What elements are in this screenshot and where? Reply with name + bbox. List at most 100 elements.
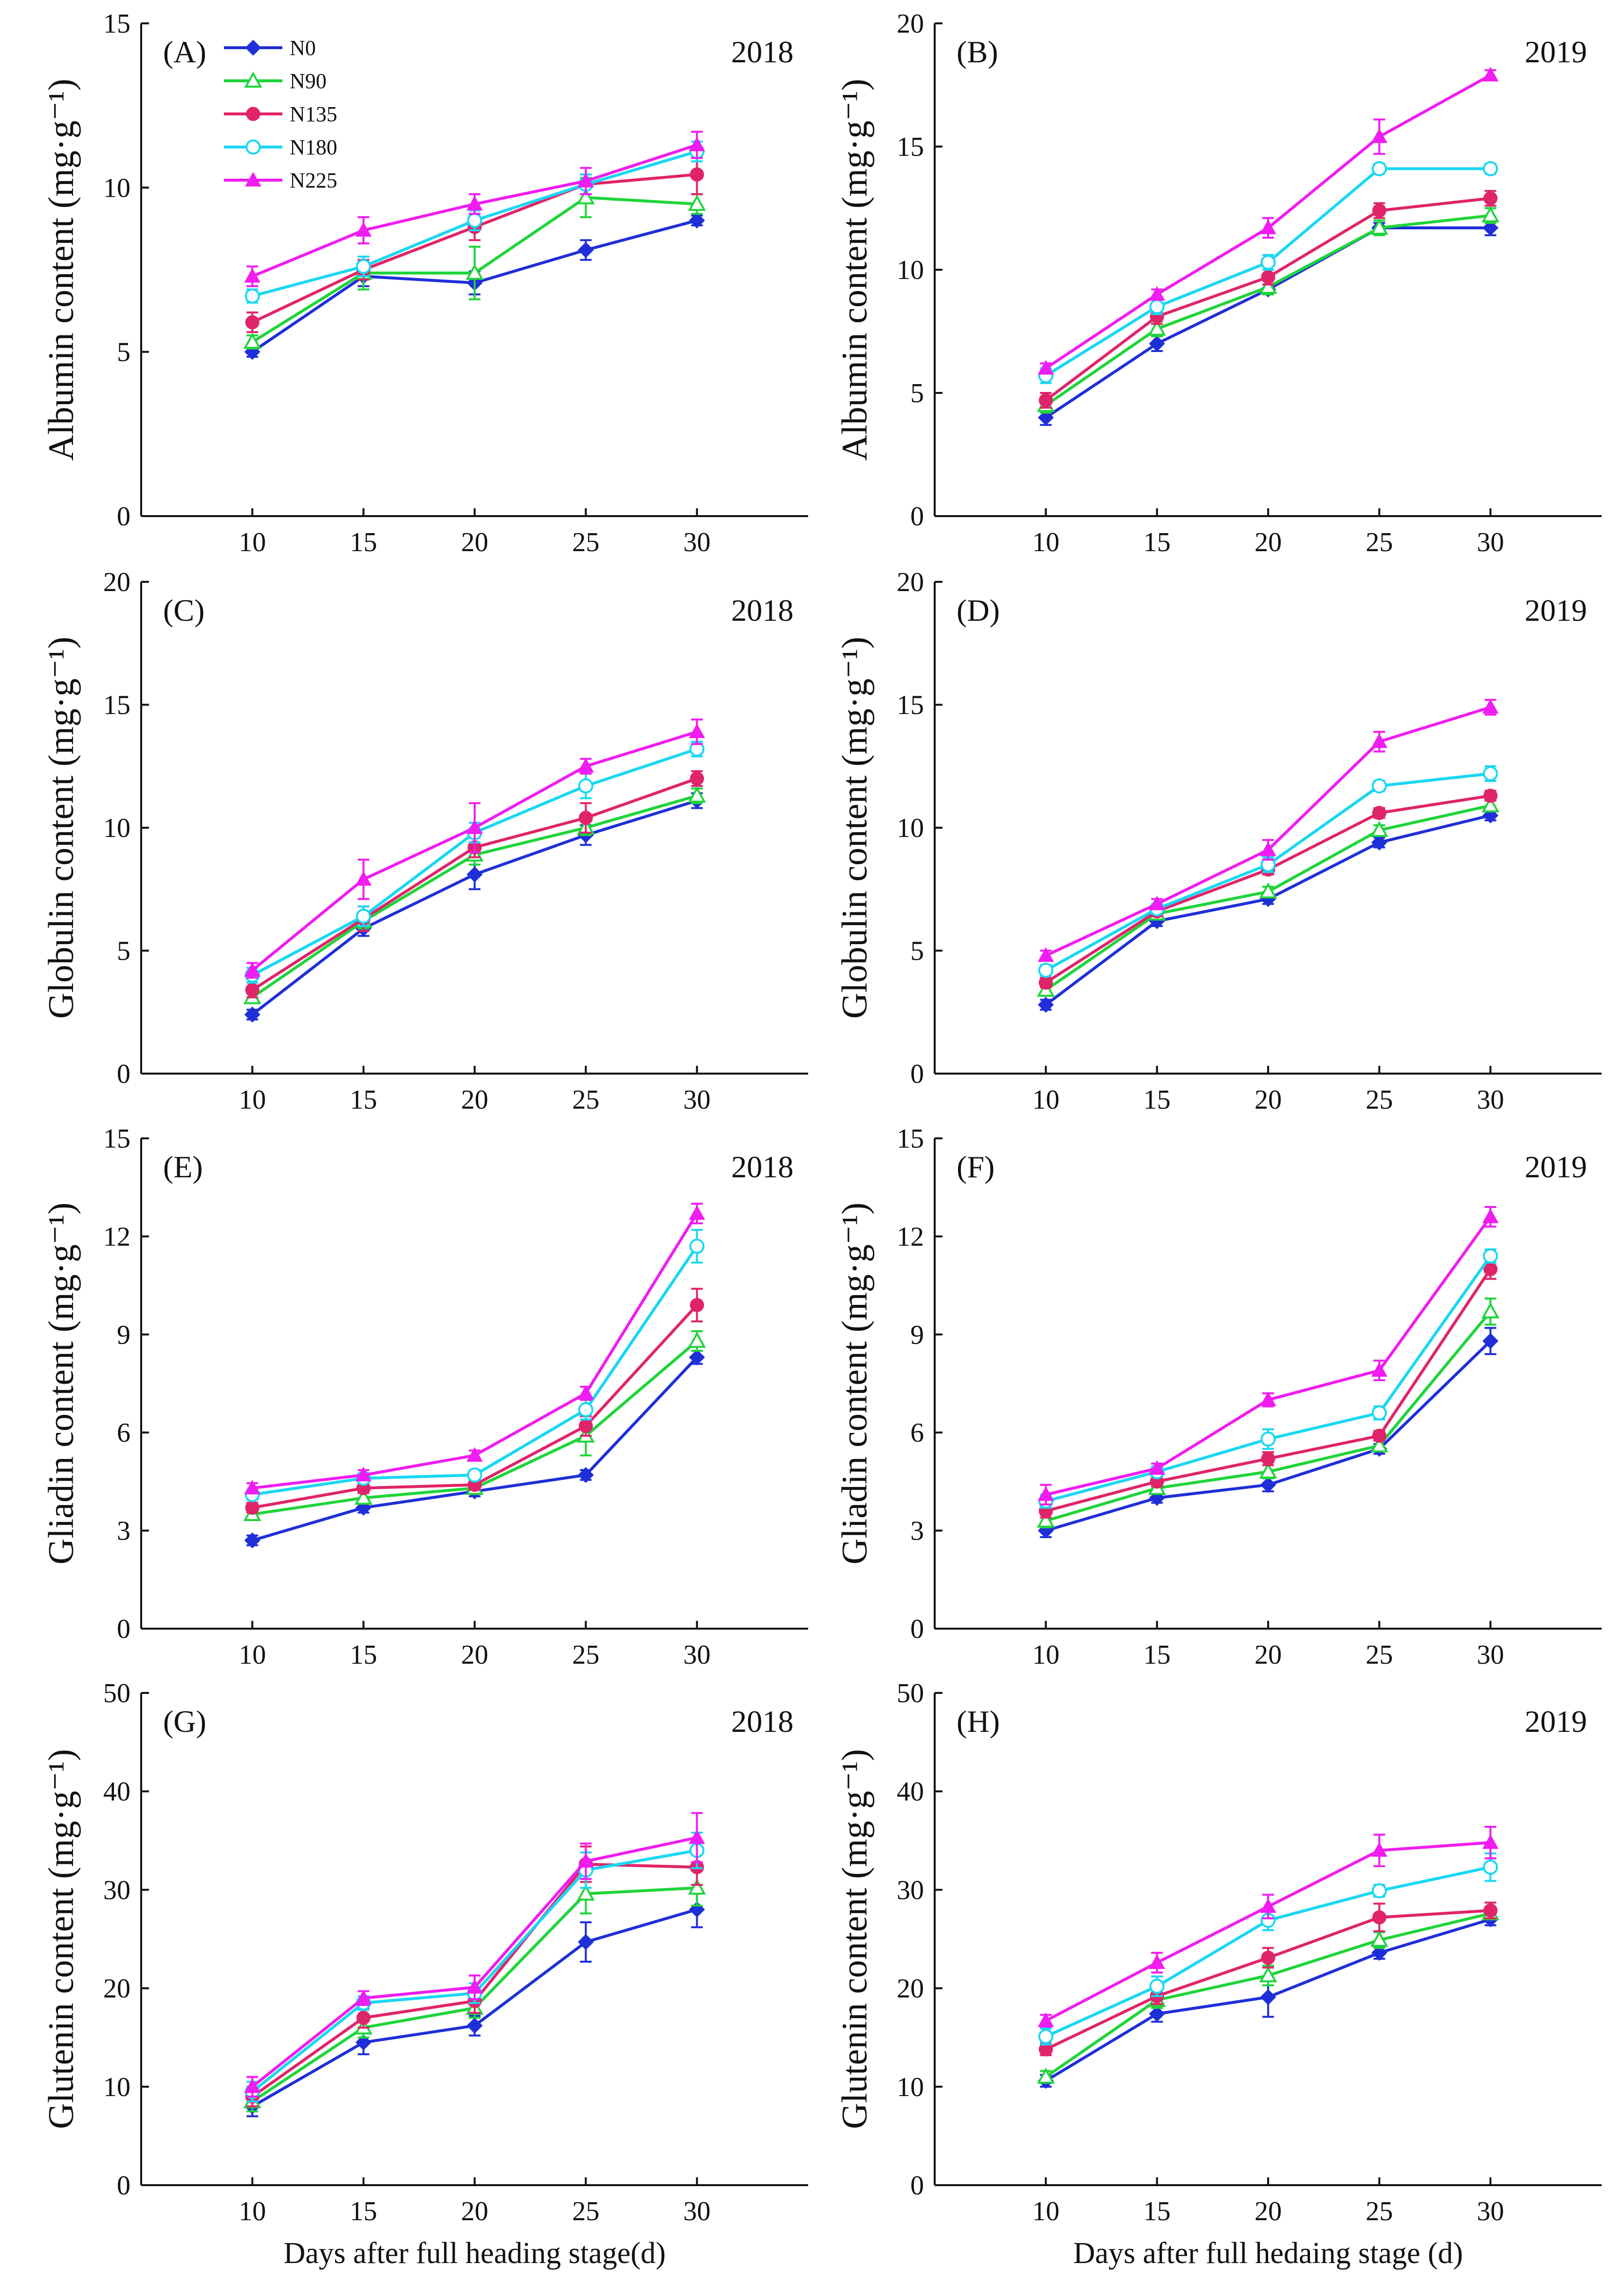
y-tick-label: 5	[117, 337, 130, 368]
data-point	[467, 1467, 482, 1483]
y-tick-label: 5	[117, 936, 130, 966]
y-tick-label: 0	[117, 2171, 130, 2201]
data-point	[245, 983, 259, 997]
y-axis-title: Gliadin content (mg·g⁻¹)	[41, 1203, 81, 1565]
chart-panel-a: 0 5 10 15 10 15 20 25 30 (A) 2018 Albumin content (…	[41, 9, 808, 557]
series-n225	[1037, 67, 1499, 375]
y-tick-label: 6	[910, 1418, 924, 1448]
data-point	[1481, 206, 1500, 223]
data-point	[1370, 820, 1388, 837]
x-tick-label: 15	[1144, 2196, 1171, 2227]
series-n135	[1038, 1901, 1498, 2057]
data-point	[1259, 882, 1277, 899]
panel-label: (C)	[163, 593, 204, 628]
chart-panel-d: 0 5 10 15 20 10 15 20 25 30 (D) 2019 Globulin conten…	[835, 567, 1602, 1115]
x-tick-label: 20	[461, 2196, 488, 2227]
x-tick-label: 20	[461, 1640, 488, 1670]
x-tick-label: 15	[1144, 1085, 1171, 1115]
data-point	[1260, 841, 1276, 856]
y-tick-label: 0	[910, 1059, 924, 1089]
y-tick-label: 9	[117, 1320, 130, 1350]
data-point	[1372, 1910, 1386, 1925]
x-tick-label: 25	[572, 1085, 599, 1115]
series-n180	[1038, 765, 1498, 978]
y-tick-label: 50	[103, 1678, 130, 1708]
y-tick-label: 15	[897, 132, 924, 162]
legend-marker	[245, 171, 261, 186]
data-point	[688, 1829, 705, 1844]
data-point	[245, 1501, 259, 1515]
x-tick-label: 20	[1255, 1640, 1282, 1670]
y-tick-label: 15	[103, 690, 130, 721]
panel-label: (D)	[957, 593, 1000, 628]
year-label: 2019	[1525, 1704, 1587, 1739]
data-point	[1259, 1966, 1277, 1983]
data-point	[244, 2078, 261, 2093]
data-point	[1260, 219, 1276, 234]
y-tick-label: 0	[910, 1614, 924, 1644]
y-tick-label: 30	[897, 1875, 924, 1905]
data-point	[1482, 1834, 1499, 1849]
series-n90	[1036, 796, 1500, 997]
legend-label: N180	[290, 135, 337, 159]
data-point	[688, 723, 705, 739]
series-n225	[1037, 1206, 1499, 1505]
data-point	[1038, 963, 1053, 978]
data-point	[356, 909, 371, 924]
data-point	[578, 811, 593, 825]
y-tick-label: 10	[897, 813, 924, 843]
data-point	[466, 1979, 483, 1994]
data-point	[1371, 1945, 1387, 1961]
y-tick-label: 15	[897, 1124, 924, 1154]
data-point	[1482, 220, 1499, 236]
series-n225	[244, 130, 705, 287]
data-point	[355, 871, 372, 886]
chart-panel-h: 0 10 20 30 40 50 10 15 20 25 30 (H) 2019 Glutenin con…	[835, 1678, 1602, 2270]
data-point	[1148, 1954, 1165, 1969]
data-point	[578, 778, 593, 794]
data-point	[577, 1853, 594, 1868]
y-tick-label: 10	[897, 255, 924, 285]
x-tick-label: 30	[683, 527, 711, 557]
x-tick-label: 15	[350, 527, 377, 557]
data-point	[1148, 895, 1165, 910]
y-tick-label: 20	[103, 567, 130, 597]
series-n225	[1037, 1825, 1499, 2028]
data-point	[1483, 161, 1498, 177]
data-point	[1371, 1362, 1388, 1377]
y-tick-label: 15	[897, 690, 924, 721]
data-point	[688, 1205, 705, 1220]
y-tick-label: 50	[897, 1678, 924, 1708]
y-tick-label: 20	[897, 1974, 924, 2004]
series-n0	[1037, 219, 1499, 426]
legend-marker	[245, 139, 261, 155]
data-point	[1372, 1429, 1386, 1443]
x-tick-label: 20	[1255, 2196, 1282, 2227]
data-point	[354, 1488, 373, 1505]
series-n135	[1038, 190, 1498, 409]
data-point	[1371, 161, 1387, 177]
data-point	[245, 315, 259, 330]
data-point	[1371, 733, 1388, 748]
data-point	[1482, 1208, 1499, 1224]
legend-label: N90	[290, 69, 327, 93]
data-point	[1260, 1431, 1276, 1447]
y-tick-label: 6	[117, 1418, 130, 1448]
y-axis-title: Globulin content (mg·g⁻¹)	[41, 637, 81, 1019]
x-tick-label: 20	[1255, 1085, 1282, 1115]
x-tick-label: 15	[350, 1085, 377, 1115]
chart-panel-f: 0 3 6 9 12 15 10 15 20 25 30 (F) 2019 Gliadin content…	[835, 1124, 1602, 1670]
x-tick-label: 30	[1477, 2196, 1504, 2227]
y-tick-label: 12	[897, 1222, 924, 1252]
legend-marker	[245, 39, 261, 56]
data-point	[1037, 360, 1054, 375]
data-point	[466, 1447, 483, 1462]
y-tick-label: 20	[103, 1974, 130, 2004]
x-tick-label: 20	[461, 1085, 488, 1115]
data-point	[1371, 778, 1387, 794]
data-point	[1483, 191, 1498, 205]
x-tick-label: 15	[350, 2196, 377, 2227]
data-point	[1148, 286, 1165, 301]
data-point	[689, 1239, 705, 1254]
